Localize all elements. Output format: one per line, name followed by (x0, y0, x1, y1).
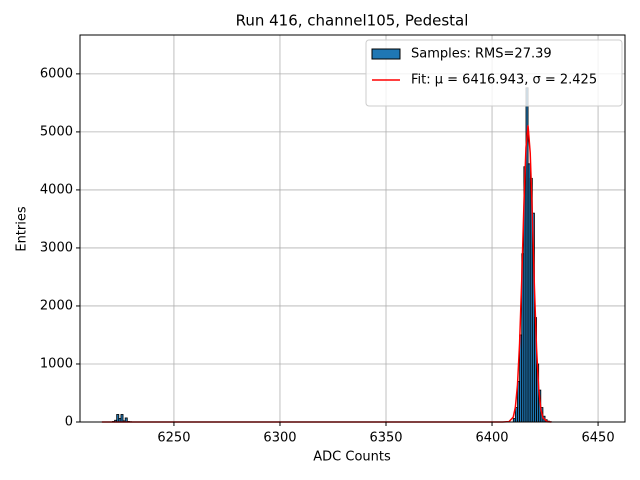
legend-box (365, 39, 623, 107)
legend-label: Samples: RMS=27.39 (411, 47, 552, 62)
legend-label: Fit: μ = 6416.943, σ = 2.425 (411, 73, 597, 88)
y-tick-label: 5000 (40, 124, 73, 139)
x-tick-label: 6350 (369, 431, 402, 446)
axes: 6250 6300 6350 6400 6450 0 1000 2000 3000 4000 500… (40, 66, 615, 445)
y-tick-label: 1000 (40, 356, 73, 371)
x-axis-label: ADC Counts (313, 450, 391, 465)
legend: Samples: RMS=27.39 Fit: μ = 6416.943, σ =… (365, 39, 623, 107)
legend-swatch (371, 48, 401, 60)
y-tick-label: 6000 (40, 66, 73, 81)
axes-frame (79, 34, 626, 423)
chart-title: Run 416, channel105, Pedestal (236, 12, 469, 30)
x-tick-label: 6300 (263, 431, 296, 446)
x-tick-label: 6400 (475, 431, 508, 446)
y-tick-label: 0 (65, 415, 73, 430)
y-tick-label: 3000 (40, 240, 73, 255)
y-tick-label: 4000 (40, 182, 73, 197)
x-tick-label: 6450 (582, 431, 615, 446)
plot-area (101, 87, 552, 423)
x-tick-label: 6250 (157, 431, 190, 446)
y-tick-label: 2000 (40, 298, 73, 313)
fit-line (101, 124, 552, 423)
y-axis-label: Entries (15, 206, 30, 252)
